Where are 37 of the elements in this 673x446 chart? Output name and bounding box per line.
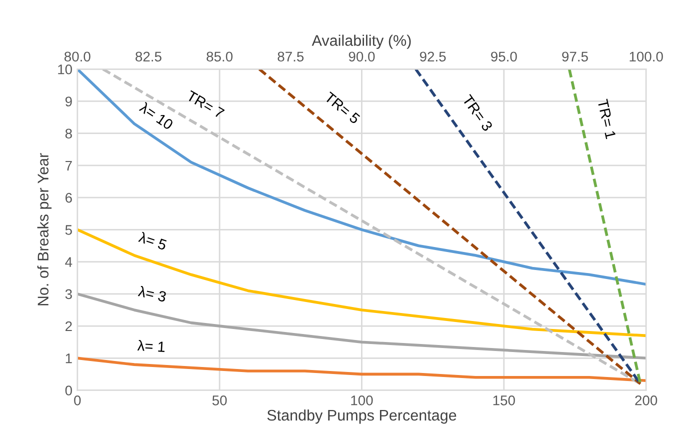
y-tick-label: 9 <box>65 96 72 106</box>
x-tick-label: 100 <box>351 395 373 406</box>
y-axis-title: No. of Breaks per Year <box>37 153 52 306</box>
text: TR= 5 <box>324 91 361 124</box>
text: λ= 5 <box>138 231 168 250</box>
y-tick-label: 6 <box>66 192 72 203</box>
x-axis-title: Standby Pumps Percentage <box>267 409 456 424</box>
text: λ= 3 <box>138 286 167 302</box>
y-tick-label: 7 <box>66 160 72 170</box>
text: λ= 10 <box>138 101 174 130</box>
series-label: λ= 1 <box>137 340 166 352</box>
x2-tick-label: 82.5 <box>136 52 162 62</box>
x-tick-label: 150 <box>493 395 515 406</box>
x-tick-label: 200 <box>635 395 658 406</box>
y-tick-label: 3 <box>65 289 72 300</box>
y-tick-label: 10 <box>58 64 72 74</box>
x2-tick-label: 87.5 <box>278 52 304 62</box>
x2-tick-label: 100.0 <box>630 52 663 62</box>
x2-tick-label: 95.0 <box>491 52 517 62</box>
x-tick-label: 0 <box>74 395 81 406</box>
text: TR= 1 <box>598 98 616 140</box>
y-tick-label: 5 <box>65 225 72 235</box>
x2-axis-title: Availability (%) <box>312 34 411 49</box>
y-tick-label: 1 <box>66 354 72 364</box>
x2-tick-label: 97.5 <box>562 52 588 62</box>
x-tick-label: 50 <box>212 395 227 406</box>
y-tick-label: 4 <box>65 257 72 267</box>
x2-tick-label: 92.5 <box>420 52 446 62</box>
line-series <box>77 356 646 382</box>
x2-tick-label: 80.0 <box>64 52 90 62</box>
line-series <box>77 228 646 338</box>
y-tick-label: 0 <box>65 386 72 396</box>
y-tick-label: 2 <box>66 321 72 332</box>
y-tick-label: 8 <box>65 128 72 139</box>
x2-tick-label: 90.0 <box>348 52 375 62</box>
x2-tick-label: 85.0 <box>206 52 233 62</box>
text: TR= 7 <box>186 90 225 119</box>
